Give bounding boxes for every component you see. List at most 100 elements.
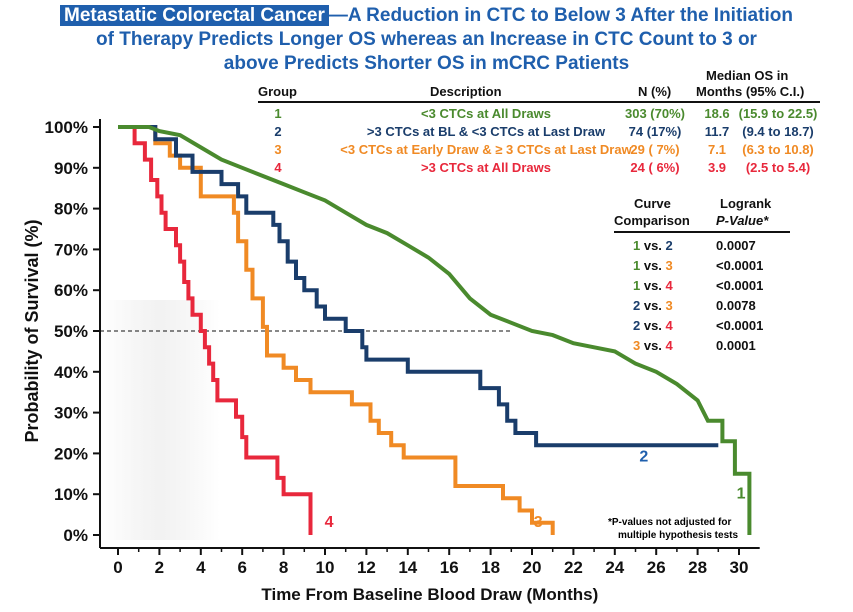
y-tick-label: 80%	[54, 200, 88, 219]
table-header-group: Group	[258, 84, 297, 99]
pvalue-comparison: 2 vs. 4	[633, 318, 673, 333]
x-tick-label: 12	[357, 558, 376, 577]
x-tick-label: 4	[196, 558, 206, 577]
pvalue-comparison: 3 vs. 4	[633, 338, 673, 353]
y-tick-label: 0%	[63, 526, 88, 545]
pvalue-group-a: 3	[633, 338, 641, 353]
table-cell-description: <3 CTCs at Early Draw & ≥ 3 CTCs at Last…	[340, 142, 632, 157]
curve-label-1: 1	[737, 485, 746, 502]
x-tick-label: 18	[481, 558, 500, 577]
x-tick-label: 16	[440, 558, 459, 577]
table-cell-median: 18.6	[704, 106, 730, 121]
x-tick-label: 10	[316, 558, 335, 577]
pvalue-group-b: 4	[665, 278, 673, 293]
survival-curve-group-3	[118, 125, 555, 535]
table-header-description: Description	[430, 84, 502, 99]
pvalue-comparison: 1 vs. 3	[633, 258, 673, 273]
curve-label-3: 3	[534, 514, 543, 531]
table-cell-median: 7.1	[707, 142, 727, 157]
curve-label-2: 2	[639, 449, 648, 466]
pvalue-value: 0.0001	[716, 338, 756, 353]
x-tick-label: 30	[730, 558, 749, 577]
pvalue-group-b: 4	[665, 318, 673, 333]
footnote-line1: *P-values not adjusted for	[608, 517, 732, 528]
table-cell-n: 303 (70%)	[625, 106, 685, 121]
x-tick-label: 0	[113, 558, 122, 577]
title-highlight: Metastatic Colorectal Cancer	[60, 5, 329, 26]
pvalue-vs: vs.	[640, 298, 666, 313]
footnote-line2: multiple hypothesis tests	[618, 530, 739, 541]
title-line3: above Predicts Shorter OS in mCRC Patien…	[223, 53, 630, 74]
table-header-median-1: Median OS in	[706, 68, 789, 83]
pvalue-value: <0.0001	[716, 318, 764, 333]
chart-title: Metastatic Colorectal Cancer —A Reduction…	[0, 4, 853, 76]
pvalue-value: <0.0001	[716, 258, 764, 273]
pvalue-header-comparison: Comparison	[614, 213, 690, 228]
table-cell-description: >3 CTCs at BL & <3 CTCs at Last Draw	[366, 124, 606, 139]
curve-labels: 1 2 3 4	[325, 449, 746, 531]
axes: 0%10%20%30%40%50%60%70%80%90%100%0 2 4 6 8 10…	[22, 118, 760, 604]
table-cell-n: 29 ( 7%)	[630, 142, 680, 157]
table-cell-description: <3 CTCs at All Draws	[421, 106, 551, 121]
pvalue-group-a: 1	[633, 278, 641, 293]
pvalue-vs: vs.	[640, 258, 666, 273]
x-tick-label: 20	[523, 558, 542, 577]
pvalue-group-a: 2	[633, 298, 641, 313]
pvalue-group-b: 2	[665, 238, 673, 253]
y-tick-label: 50%	[54, 322, 88, 341]
pvalue-comparison: 2 vs. 3	[633, 298, 673, 313]
y-tick-label: 90%	[54, 159, 88, 178]
table-cell-median: 11.7	[704, 124, 730, 139]
y-axis-label: Probability of Survival (%)	[22, 219, 42, 442]
pvalue-comparison: 1 vs. 4	[633, 278, 673, 293]
pvalue-vs: vs.	[640, 278, 666, 293]
pvalue-vs: vs.	[640, 338, 666, 353]
table-header-rule	[258, 101, 820, 103]
survival-curve-group-2	[118, 125, 719, 448]
pvalue-value: 0.0078	[716, 298, 756, 313]
table-cell-ci: (6.3 to 10.8)	[742, 142, 814, 157]
pvalue-comparison: 1 vs. 2	[633, 238, 673, 253]
table-cell-n: 24 ( 6%)	[630, 160, 680, 175]
pvalue-header-curve: Curve	[634, 196, 671, 211]
x-tick-label: 22	[564, 558, 583, 577]
pvalue-header-logrank: Logrank	[720, 196, 772, 211]
x-tick-label: 14	[398, 558, 417, 577]
pvalue-group-a: 2	[633, 318, 641, 333]
survival-curve-group-4	[118, 125, 313, 535]
table-cell-ci: (2.5 to 5.4)	[745, 160, 811, 175]
table-cell-group: 4	[274, 160, 282, 175]
table-cell-ci: (15.9 to 22.5)	[738, 106, 818, 121]
table-cell-ci: (9.4 to 18.7)	[742, 124, 814, 139]
x-tick-label: 2	[155, 558, 164, 577]
table-cell-group: 2	[274, 124, 282, 139]
pvalue-group-b: 4	[665, 338, 673, 353]
title-line2: of Therapy Predicts Longer OS whereas an…	[96, 29, 757, 50]
x-tick-label: 28	[688, 558, 707, 577]
pvalue-group-a: 1	[633, 258, 641, 273]
x-axis-label: Time From Baseline Blood Draw (Months)	[261, 585, 598, 604]
table-cell-group: 1	[274, 106, 282, 121]
pvalue-value: <0.0001	[716, 278, 764, 293]
table-header-n: N (%)	[638, 84, 672, 99]
table-cell-description: >3 CTCs at All Draws	[421, 160, 551, 175]
pvalue-value: 0.0007	[716, 238, 756, 253]
title-line1: —A Reduction in CTC to Below 3 After the…	[328, 5, 793, 26]
x-tick-label: 26	[647, 558, 666, 577]
pvalue-header-rule	[614, 231, 790, 233]
y-tick-label: 70%	[54, 240, 88, 259]
y-tick-label: 60%	[54, 281, 88, 300]
table-header-median-2: Months (95% C.I.)	[696, 84, 805, 99]
pvalue-vs: vs.	[640, 238, 666, 253]
y-tick-label: 40%	[54, 363, 88, 382]
y-tick-label: 100%	[45, 118, 88, 137]
plot-shading	[100, 300, 220, 540]
pvalue-group-b: 3	[665, 298, 673, 313]
table-cell-median: 3.9	[707, 160, 727, 175]
survival-curve-group-1	[118, 125, 752, 535]
table-cell-group: 3	[274, 142, 282, 157]
pvalue-group-b: 3	[665, 258, 673, 273]
table-cell-n: 74 (17%)	[628, 124, 682, 139]
pvalue-vs: vs.	[640, 318, 666, 333]
